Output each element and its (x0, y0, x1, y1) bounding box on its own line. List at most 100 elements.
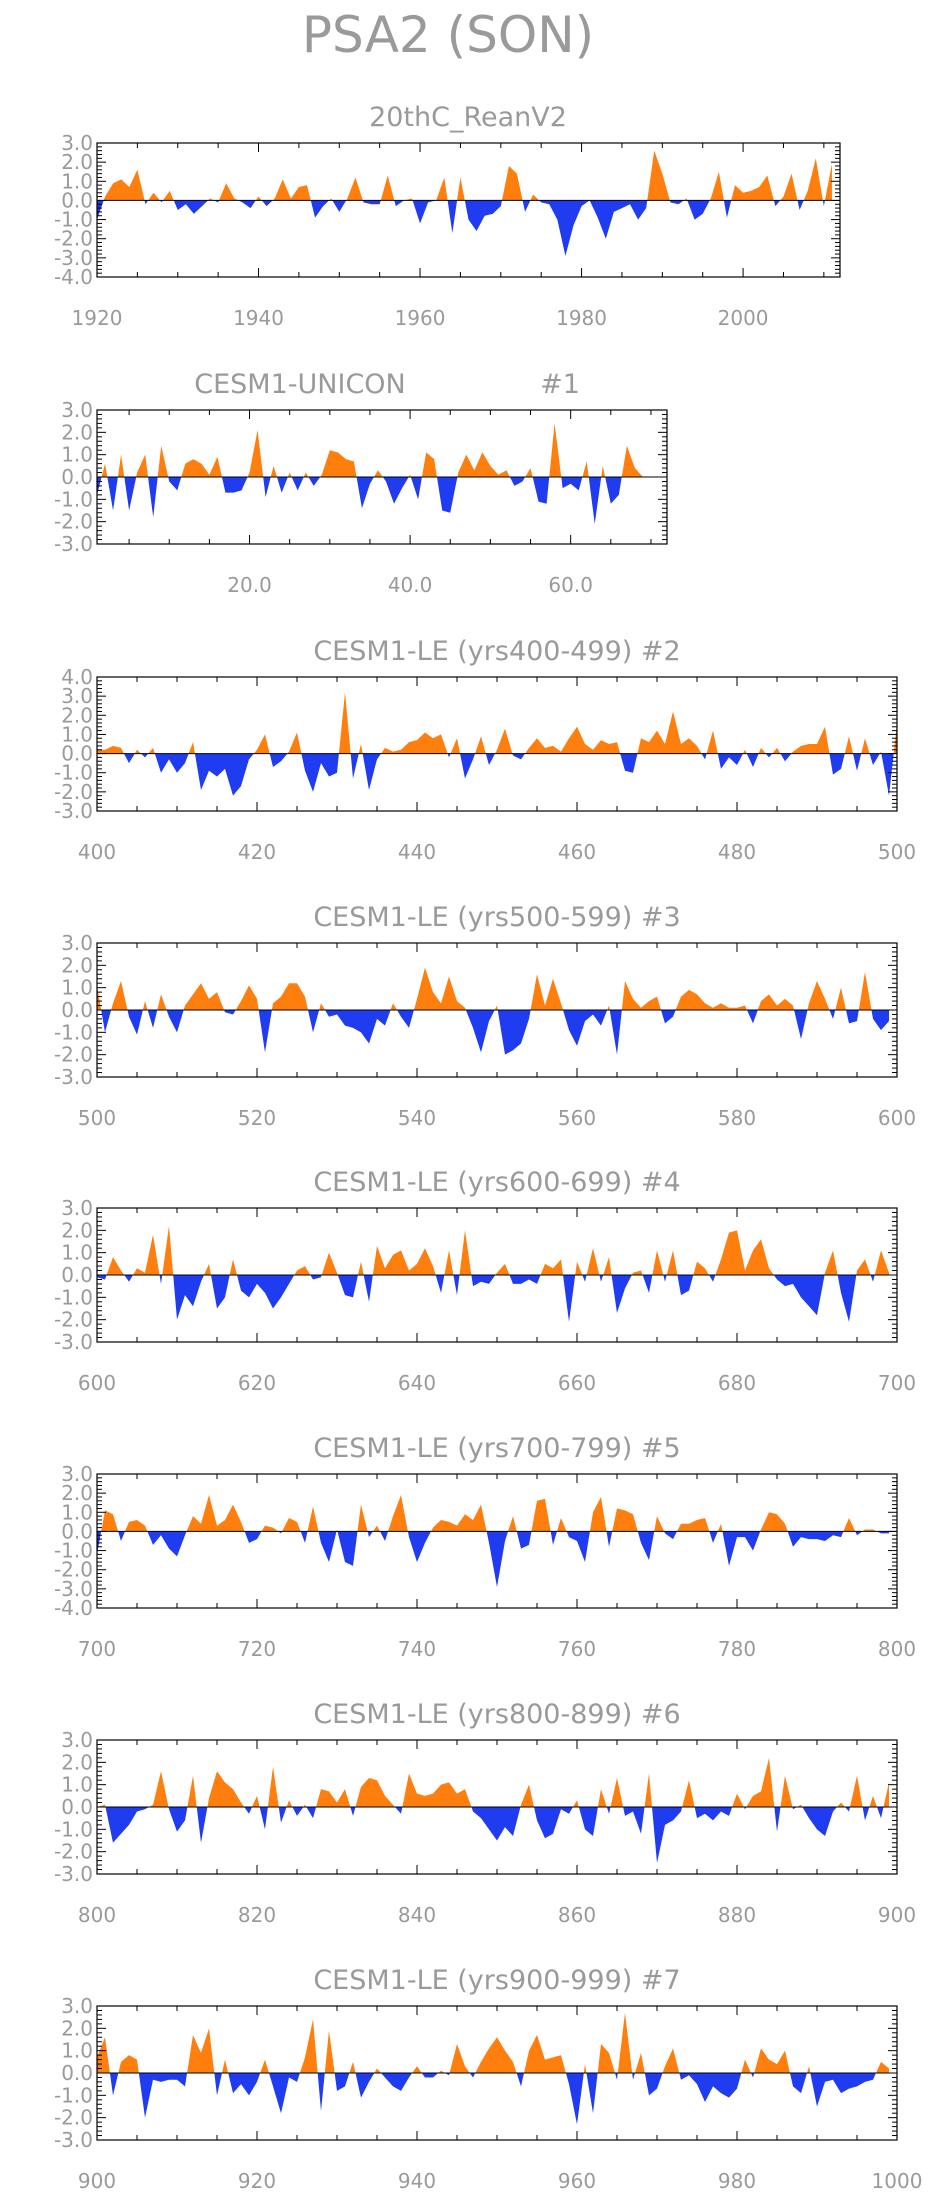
negative-area (97, 477, 622, 524)
x-tick-label: 440 (398, 840, 436, 864)
y-tick-label: 3.0 (61, 1728, 93, 1752)
x-tick-label: 900 (878, 1903, 916, 1927)
chart-title: CESM1-LE (yrs800-899) #6 (313, 1699, 680, 1730)
negative-area (124, 753, 894, 796)
positive-area (97, 692, 897, 754)
negative-area (97, 200, 825, 256)
y-tick-label: -1.0 (54, 208, 93, 232)
x-tick-label: 760 (558, 1637, 596, 1661)
positive-area (106, 1225, 890, 1275)
y-tick-label: 1.0 (61, 443, 93, 467)
y-tick-label: 3.0 (61, 1196, 93, 1220)
y-tick-label: 2.0 (61, 953, 93, 977)
x-tick-label: 1960 (395, 306, 446, 330)
main-title: PSA2 (SON) (302, 6, 594, 64)
x-tick-label: 700 (78, 1637, 116, 1661)
y-tick-label: 0.0 (61, 465, 93, 489)
y-tick-label: -3.0 (54, 1065, 93, 1089)
y-tick-label: 2.0 (61, 1481, 93, 1505)
x-tick-label: 860 (558, 1903, 596, 1927)
x-tick-label: 660 (558, 1371, 596, 1395)
y-tick-label: -4.0 (54, 1596, 93, 1620)
x-tick-label: 60.0 (548, 573, 593, 597)
x-tick-label: 20.0 (227, 573, 272, 597)
y-tick-label: -1.0 (54, 487, 93, 511)
chart-title: 20thC_ReanV2 (369, 102, 567, 133)
x-tick-label: 920 (238, 2169, 276, 2193)
x-tick-label: 580 (718, 1106, 756, 1130)
x-tick-label: 880 (718, 1903, 756, 1927)
chart-title: CESM1-LE (yrs900-999) #7 (313, 1965, 680, 1996)
y-tick-label: 2.0 (61, 1218, 93, 1242)
y-tick-label: -2.0 (54, 2106, 93, 2130)
y-tick-label: -3.0 (54, 1330, 93, 1354)
positive-area (97, 2012, 889, 2073)
y-tick-label: 1.0 (61, 722, 93, 746)
y-tick-label: 2.0 (61, 150, 93, 174)
x-tick-label: 1980 (556, 306, 607, 330)
x-tick-label: 1940 (233, 306, 284, 330)
x-tick-label: 980 (718, 2169, 756, 2193)
chart-panel-8: CESM1-LE (yrs900-999) #7 3.02.01.00.0-1.0… (54, 1965, 922, 2193)
y-tick-label: 0.0 (61, 188, 93, 212)
y-tick-label: -1.0 (54, 761, 93, 785)
chart-panel-7: CESM1-LE (yrs800-899) #6 3.02.01.00.0-1.0… (54, 1699, 916, 1927)
y-tick-label: 2.0 (61, 2016, 93, 2040)
x-tick-label: 780 (718, 1637, 756, 1661)
negative-area (109, 2073, 876, 2125)
y-tick-label: 2.0 (61, 420, 93, 444)
y-tick-label: 3.0 (61, 398, 93, 422)
plot-frame (96, 676, 898, 812)
y-tick-label: -1.0 (54, 2083, 93, 2107)
y-tick-label: -2.0 (54, 510, 93, 534)
x-tick-label: 400 (78, 840, 116, 864)
y-tick-label: 0.0 (61, 998, 93, 1022)
y-tick-label: 2.0 (61, 1750, 93, 1774)
positive-area (101, 423, 651, 477)
y-tick-label: -1.0 (54, 1539, 93, 1563)
y-tick-label: -2.0 (54, 1840, 93, 1864)
chart-panel-3: CESM1-LE (yrs400-499) #24.03.02.01.00.0-… (54, 636, 916, 864)
y-tick-label: 3.0 (61, 684, 93, 708)
y-tick-label: 0.0 (61, 1263, 93, 1287)
chart-title: CESM1-LE (yrs700-799) #5 (313, 1433, 680, 1464)
x-tick-label: 600 (878, 1106, 916, 1130)
y-tick-label: 1.0 (61, 1500, 93, 1524)
x-tick-label: 1920 (72, 306, 123, 330)
chart-panel-5: CESM1-LE (yrs600-699) #4 3.02.01.00.0-1.0… (54, 1167, 916, 1395)
y-tick-label: 1.0 (61, 169, 93, 193)
negative-area (101, 1010, 889, 1055)
y-tick-label: -2.0 (54, 227, 93, 251)
x-tick-label: 40.0 (388, 573, 433, 597)
x-tick-label: 560 (558, 1106, 596, 1130)
x-tick-label: 420 (238, 840, 276, 864)
x-tick-label: 820 (238, 1903, 276, 1927)
y-tick-label: -2.0 (54, 1308, 93, 1332)
y-tick-label: -1.0 (54, 1020, 93, 1044)
x-tick-label: 1000 (872, 2169, 923, 2193)
y-tick-label: 0.0 (61, 1795, 93, 1819)
y-tick-label: -3.0 (54, 532, 93, 556)
y-tick-label: 1.0 (61, 1241, 93, 1265)
y-tick-label: -3.0 (54, 246, 93, 270)
chart-title: CESM1-LE (yrs500-599) #3 (313, 902, 680, 933)
y-tick-label: -3.0 (54, 2128, 93, 2152)
chart-panel-2: CESM1-UNICON #1 3.02.01.00.0-1.0-2.0-3.0 20… (54, 369, 668, 597)
y-tick-label: -1.0 (54, 1285, 93, 1309)
positive-area (101, 1495, 878, 1532)
x-tick-label: 700 (878, 1371, 916, 1395)
y-tick-label: 0.0 (61, 1519, 93, 1543)
chart-title: CESM1-UNICON (194, 369, 406, 400)
y-tick-label: 0.0 (61, 2061, 93, 2085)
y-tick-label: -3.0 (54, 1577, 93, 1601)
negative-area (97, 1531, 889, 1587)
chart-panel-4: CESM1-LE (yrs500-599) #3 3.02.01.00.0-1.0… (54, 902, 916, 1130)
y-tick-label: -2.0 (54, 1043, 93, 1067)
positive-area (103, 150, 832, 201)
y-tick-label: -3.0 (54, 799, 93, 823)
x-tick-label: 620 (238, 1371, 276, 1395)
y-tick-label: 1.0 (61, 976, 93, 1000)
y-tick-label: 3.0 (61, 1994, 93, 2018)
y-tick-label: 2.0 (61, 703, 93, 727)
